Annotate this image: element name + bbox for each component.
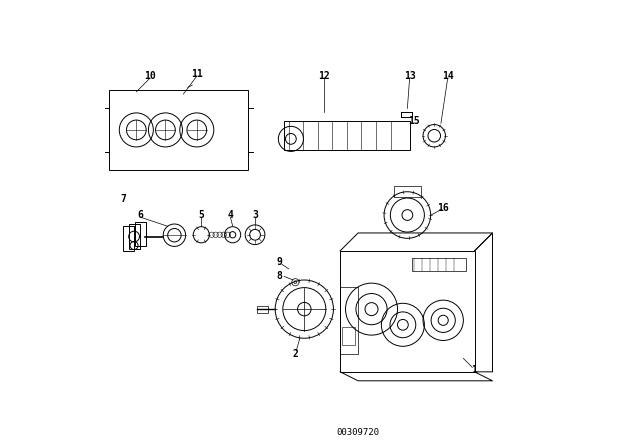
Text: 15: 15 bbox=[408, 116, 420, 126]
Text: 12: 12 bbox=[319, 71, 330, 81]
Text: 8: 8 bbox=[276, 271, 283, 280]
Bar bbox=[342, 327, 355, 345]
Text: 1: 1 bbox=[472, 365, 477, 375]
Text: 10: 10 bbox=[144, 71, 156, 81]
Text: 13: 13 bbox=[404, 71, 415, 81]
Bar bbox=[340, 251, 475, 372]
Text: 2: 2 bbox=[292, 349, 298, 359]
Bar bbox=[394, 186, 421, 197]
Text: 7: 7 bbox=[120, 194, 126, 204]
Bar bbox=[401, 112, 412, 117]
Text: 9: 9 bbox=[276, 257, 283, 267]
Bar bbox=[340, 287, 358, 354]
Bar bbox=[123, 226, 134, 251]
Text: 16: 16 bbox=[437, 203, 449, 213]
Text: 00309720: 00309720 bbox=[337, 428, 380, 437]
Text: 3: 3 bbox=[252, 210, 258, 220]
Text: 11: 11 bbox=[191, 69, 203, 79]
Bar bbox=[284, 121, 410, 150]
Text: 14: 14 bbox=[442, 71, 454, 81]
Bar bbox=[412, 258, 466, 271]
Text: 6: 6 bbox=[138, 210, 144, 220]
Text: 4: 4 bbox=[227, 210, 234, 220]
Bar bbox=[129, 224, 140, 249]
Bar bbox=[257, 306, 269, 313]
Bar bbox=[134, 222, 146, 246]
Bar bbox=[109, 90, 248, 170]
Text: 5: 5 bbox=[198, 210, 204, 220]
